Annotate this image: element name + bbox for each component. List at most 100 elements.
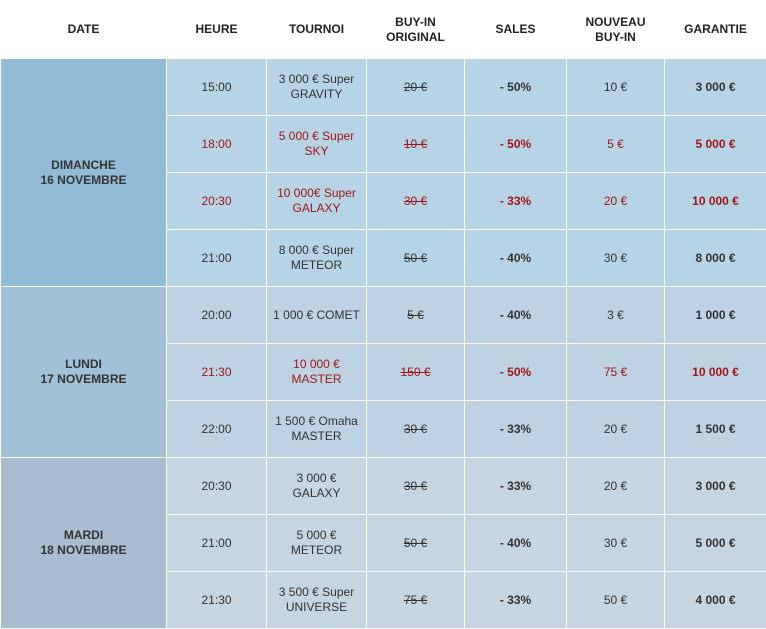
sales-cell-text: - 40% [500,251,531,265]
buyin-original-cell-text: 30 € [404,422,427,436]
sales-cell: - 33% [465,173,567,230]
garantie-cell: 10 000 € [665,344,766,401]
day-date: 17 NOVEMBRE [40,372,126,386]
sales-cell: - 40% [465,515,567,572]
garantie-cell-text: 8 000 € [695,251,735,265]
heure-cell: 22:00 [167,401,267,458]
tournoi-cell: 3 000 €GALAXY [267,458,367,515]
nouveau-buyin-cell: 3 € [567,287,665,344]
day-date: 16 NOVEMBRE [40,173,126,187]
heure-cell-text: 15:00 [201,80,231,94]
buyin-original-cell-text: 10 € [404,137,427,151]
header-nouveau-buyin-line2: BUY-IN [595,30,636,44]
heure-cell: 21:00 [167,230,267,287]
garantie-cell: 1 000 € [665,287,766,344]
buyin-original-cell-text: 75 € [404,593,427,607]
nouveau-buyin-cell-text: 75 € [604,365,627,379]
heure-cell-text: 20:30 [201,479,231,493]
tournoi-line: 1 000 € COMET [273,308,360,323]
tournoi-line: 1 500 € Omaha [275,414,358,429]
sales-cell-text: - 40% [500,308,531,322]
garantie-cell-text: 5 000 € [695,137,735,151]
nouveau-buyin-cell: 30 € [567,515,665,572]
garantie-cell: 4 000 € [665,572,766,629]
nouveau-buyin-cell: 75 € [567,344,665,401]
buyin-original-cell-text: 30 € [404,194,427,208]
day-name: MARDI [64,528,103,542]
buyin-original-cell: 30 € [367,401,465,458]
day-date: 18 NOVEMBRE [40,543,126,557]
tournoi-line: SKY [304,144,328,159]
heure-cell-text: 18:00 [201,137,231,151]
buyin-original-cell: 50 € [367,515,465,572]
buyin-original-cell-text: 20 € [404,80,427,94]
header-heure: HEURE [167,1,267,59]
tournoi-line: GALAXY [292,201,340,216]
buyin-original-cell-text: 50 € [404,251,427,265]
sales-cell: - 33% [465,401,567,458]
garantie-cell: 8 000 € [665,230,766,287]
tournoi-line: 3 000 € Super [279,72,354,87]
tournoi-line: 8 000 € Super [279,243,354,258]
tournoi-line: MASTER [291,372,341,387]
nouveau-buyin-cell-text: 50 € [604,593,627,607]
tournoi-line: 10 000 € [293,357,340,372]
buyin-original-cell: 5 € [367,287,465,344]
header-row: DATE HEURE TOURNOI BUY-IN ORIGINAL SALES… [1,1,766,59]
sales-cell-text: - 40% [500,536,531,550]
header-nouveau-buyin-line1: NOUVEAU [585,15,645,29]
heure-cell: 15:00 [167,59,267,116]
sales-cell: - 40% [465,287,567,344]
heure-cell-text: 20:30 [201,194,231,208]
garantie-cell-text: 1 000 € [695,308,735,322]
garantie-cell-text: 5 000 € [695,536,735,550]
nouveau-buyin-cell: 5 € [567,116,665,173]
day-name: LUNDI [65,357,102,371]
tournoi-line: GALAXY [292,486,340,501]
sales-cell-text: - 33% [500,593,531,607]
buyin-original-cell: 30 € [367,458,465,515]
nouveau-buyin-cell: 20 € [567,458,665,515]
garantie-cell-text: 3 000 € [695,479,735,493]
buyin-original-cell: 30 € [367,173,465,230]
header-date: DATE [1,1,167,59]
nouveau-buyin-cell: 30 € [567,230,665,287]
tournoi-line: 5 000 € [296,528,336,543]
tournoi-cell: 10 000 €MASTER [267,344,367,401]
nouveau-buyin-cell-text: 5 € [607,137,624,151]
sales-cell: - 50% [465,344,567,401]
day-name: DIMANCHE [51,158,116,172]
header-garantie: GARANTIE [665,1,766,59]
sales-cell: - 33% [465,458,567,515]
heure-cell-text: 21:30 [201,365,231,379]
nouveau-buyin-cell-text: 10 € [604,80,627,94]
tournoi-line: METEOR [291,258,342,273]
tournoi-line: UNIVERSE [286,600,347,615]
garantie-cell-text: 4 000 € [695,593,735,607]
garantie-cell-text: 10 000 € [692,365,739,379]
garantie-cell: 3 000 € [665,458,766,515]
buyin-original-cell-text: 5 € [407,308,424,322]
heure-cell-text: 20:00 [201,308,231,322]
nouveau-buyin-cell-text: 20 € [604,479,627,493]
header-tournoi: TOURNOI [267,1,367,59]
tournoi-line: METEOR [291,543,342,558]
nouveau-buyin-cell: 20 € [567,173,665,230]
heure-cell-text: 21:30 [201,593,231,607]
tournoi-line: 3 500 € Super [279,585,354,600]
buyin-original-cell: 75 € [367,572,465,629]
tournoi-line: GRAVITY [291,87,343,102]
header-buyin-original: BUY-IN ORIGINAL [367,1,465,59]
garantie-cell: 5 000 € [665,116,766,173]
tournoi-line: MASTER [291,429,341,444]
header-buyin-original-line1: BUY-IN [395,15,436,29]
